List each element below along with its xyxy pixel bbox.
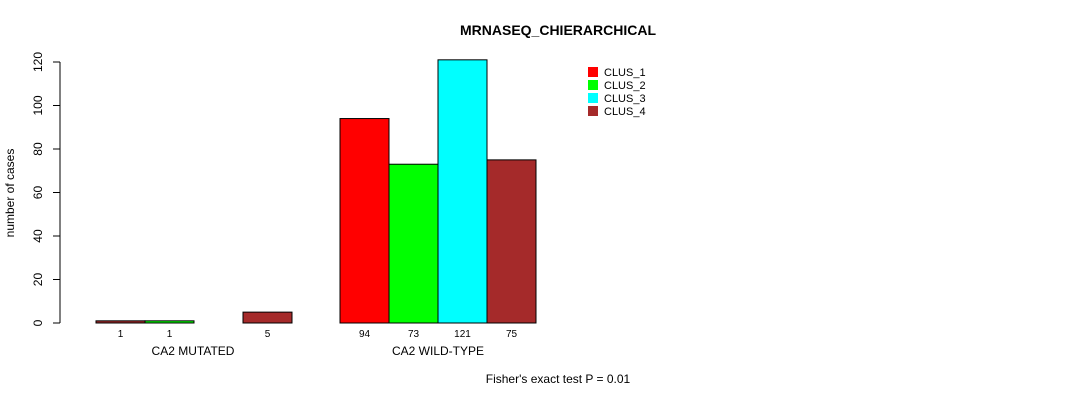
bar-clus-1-1: [339, 118, 390, 324]
legend-swatch: [588, 67, 598, 77]
y-tick-label: 120: [31, 52, 45, 72]
bar-clus-3-1: [437, 59, 488, 324]
bar-value-label: 75: [506, 329, 518, 340]
y-tick-label: 0: [31, 319, 45, 326]
legend-swatch: [588, 106, 598, 116]
bar-clus-2-1: [388, 163, 439, 324]
bar-value-labels: 1 1 5 94 73 121 75: [118, 329, 518, 340]
bar-value-label: 121: [454, 329, 471, 340]
bar-clus-1-0: [95, 320, 146, 324]
chart-title: MRNASEQ_CHIERARCHICAL: [460, 22, 656, 38]
bar-value-label: 94: [359, 329, 371, 340]
bar-value-label: 73: [408, 329, 420, 340]
bar-clus-4-0: [242, 311, 293, 324]
legend-label: CLUS_2: [604, 80, 646, 92]
legend-label: CLUS_4: [604, 106, 646, 118]
legend-swatch: [588, 93, 598, 103]
bar-clus-4-1: [486, 159, 537, 324]
y-axis-label: number of cases: [3, 149, 17, 238]
bar-value-label: 1: [167, 329, 173, 340]
fisher-test-footnote: Fisher's exact test P = 0.01: [486, 372, 631, 386]
bar-clus-2-0: [144, 320, 195, 324]
legend-swatch: [588, 80, 598, 90]
bar-value-label: 1: [118, 329, 124, 340]
bars: [95, 59, 537, 324]
y-axis: 0 20 40 60 80 100 120: [31, 52, 61, 326]
y-tick-label: 20: [31, 273, 45, 287]
bar-value-label: 5: [265, 329, 271, 340]
y-tick-label: 60: [31, 186, 45, 200]
legend-label: CLUS_3: [604, 93, 646, 105]
category-label: CA2 MUTATED: [152, 344, 235, 358]
category-labels: CA2 MUTATED CA2 WILD-TYPE: [152, 344, 484, 358]
legend-label: CLUS_1: [604, 67, 646, 79]
y-tick-label: 80: [31, 142, 45, 156]
y-tick-label: 40: [31, 229, 45, 243]
category-label: CA2 WILD-TYPE: [392, 344, 484, 358]
y-tick-label: 100: [31, 95, 45, 115]
